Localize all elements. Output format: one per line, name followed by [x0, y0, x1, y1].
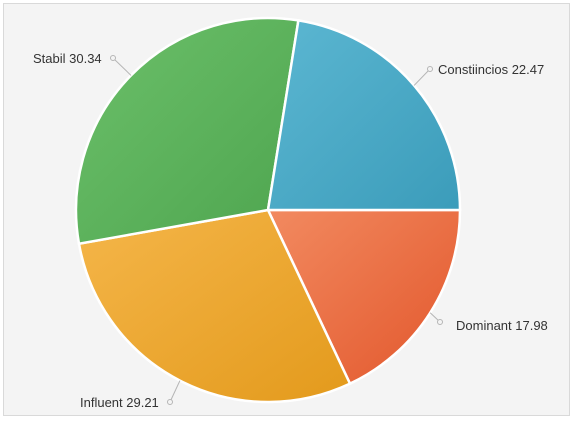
- leader-dot-stabil: [110, 55, 116, 61]
- leader-dot-influent: [167, 399, 173, 405]
- data-label-constiincios: Constiincios 22.47: [438, 62, 544, 77]
- leader-dot-dominant: [437, 319, 443, 325]
- leader-line-stabil: [112, 57, 132, 76]
- pie-slice-influent[interactable]: [77, 208, 352, 404]
- leader-line-influent: [169, 380, 181, 403]
- leader-line-constiincios: [413, 68, 431, 86]
- pie-slice-dominant[interactable]: [266, 208, 462, 386]
- data-label-stabil: Stabil 30.34: [33, 51, 102, 66]
- data-label-influent: Influent 29.21: [80, 395, 159, 410]
- pie-slice-stabil[interactable]: [74, 16, 300, 246]
- pie-slice-constiincios[interactable]: [266, 18, 462, 212]
- data-label-dominant: Dominant 17.98: [456, 318, 548, 333]
- leader-dot-constiincios: [427, 66, 433, 72]
